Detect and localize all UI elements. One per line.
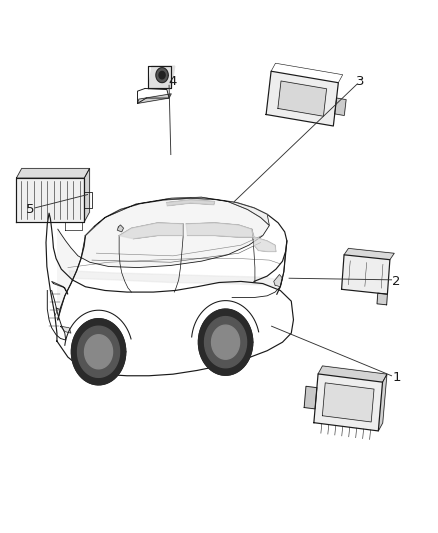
Text: 4: 4: [168, 75, 177, 88]
Polygon shape: [85, 197, 269, 236]
Polygon shape: [52, 281, 68, 294]
Polygon shape: [335, 98, 346, 116]
Polygon shape: [212, 325, 240, 359]
Polygon shape: [71, 319, 126, 385]
Polygon shape: [198, 309, 253, 375]
Polygon shape: [322, 383, 374, 422]
Polygon shape: [266, 71, 338, 126]
Polygon shape: [78, 326, 120, 377]
Polygon shape: [274, 274, 283, 287]
Text: 5: 5: [26, 203, 35, 216]
Polygon shape: [159, 71, 165, 79]
Polygon shape: [138, 94, 171, 103]
Text: 2: 2: [392, 275, 401, 288]
Polygon shape: [254, 237, 276, 252]
Text: 1: 1: [392, 372, 401, 384]
Polygon shape: [166, 200, 215, 206]
Polygon shape: [186, 223, 254, 237]
Polygon shape: [117, 225, 124, 232]
Polygon shape: [17, 168, 90, 178]
Polygon shape: [85, 335, 113, 369]
Polygon shape: [60, 326, 71, 333]
Polygon shape: [58, 197, 269, 320]
Polygon shape: [17, 178, 84, 222]
Polygon shape: [378, 374, 387, 431]
Polygon shape: [69, 271, 279, 288]
Polygon shape: [84, 168, 90, 222]
Polygon shape: [318, 366, 387, 382]
Polygon shape: [119, 223, 183, 239]
Polygon shape: [314, 374, 382, 431]
Text: 3: 3: [356, 75, 364, 88]
Polygon shape: [377, 293, 387, 305]
Polygon shape: [156, 68, 168, 83]
Polygon shape: [278, 81, 327, 116]
Polygon shape: [342, 255, 390, 294]
Polygon shape: [304, 386, 317, 409]
Polygon shape: [344, 248, 394, 260]
Polygon shape: [148, 66, 175, 88]
Polygon shape: [205, 317, 247, 368]
